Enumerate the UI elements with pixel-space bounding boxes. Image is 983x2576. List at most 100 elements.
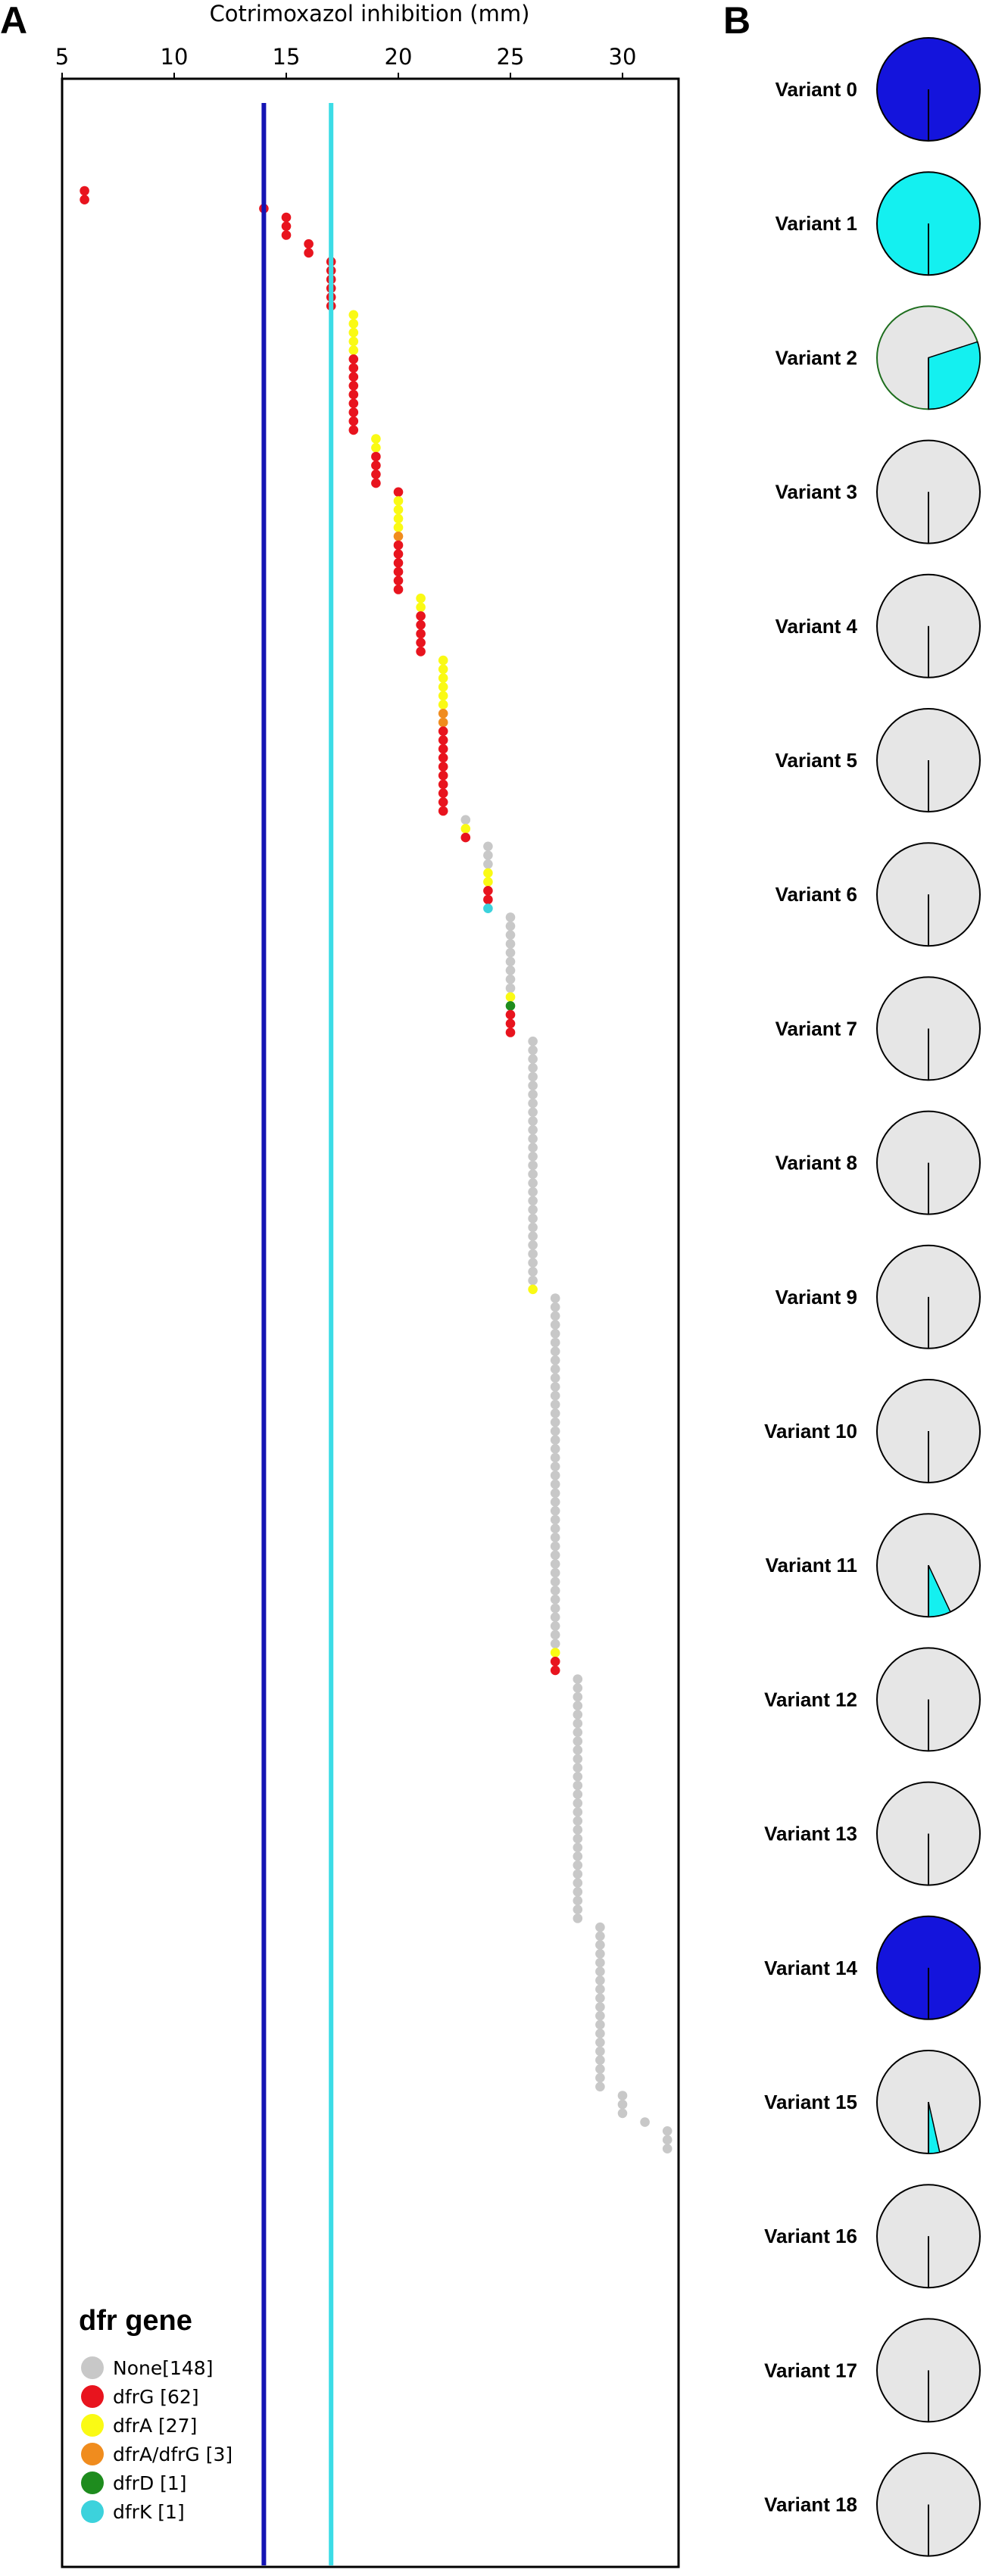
data-point-dfrg bbox=[438, 726, 448, 736]
data-point-dfrg bbox=[393, 540, 404, 550]
data-point-none bbox=[595, 1984, 605, 1994]
data-point-dfrg bbox=[348, 416, 359, 426]
data-point-dfra bbox=[416, 602, 426, 613]
data-point-none bbox=[528, 1134, 538, 1144]
data-point-none bbox=[573, 1674, 583, 1684]
data-point-none bbox=[550, 1329, 560, 1339]
data-point-dfrg bbox=[550, 1656, 560, 1667]
data-point-dfrg bbox=[438, 770, 448, 781]
variant-label: Variant 4 bbox=[775, 615, 858, 638]
data-point-dfrg bbox=[416, 611, 426, 621]
data-point-none bbox=[550, 1408, 560, 1418]
pie-slice bbox=[928, 341, 981, 410]
legend-swatch bbox=[81, 2472, 104, 2494]
data-point-dfra bbox=[438, 673, 448, 683]
data-point-dfra bbox=[348, 327, 359, 338]
legend-label: dfrA/dfrG [3] bbox=[113, 2443, 232, 2465]
data-point-dfra bbox=[550, 1648, 560, 1658]
data-point-none bbox=[550, 1426, 560, 1436]
data-point-none bbox=[662, 2126, 672, 2136]
data-point-none bbox=[460, 815, 471, 825]
data-point-none bbox=[528, 1231, 538, 1241]
data-point-none bbox=[595, 2064, 605, 2074]
variant-label: Variant 3 bbox=[775, 481, 857, 504]
data-point-none bbox=[573, 1878, 583, 1888]
data-point-none bbox=[550, 1612, 560, 1622]
data-point-none bbox=[528, 1213, 538, 1224]
data-point-dfrg bbox=[348, 354, 359, 364]
data-point-dfrg bbox=[438, 806, 448, 816]
data-point-none bbox=[573, 1913, 583, 1923]
legend-swatch bbox=[81, 2414, 104, 2437]
x-tick-label: 20 bbox=[385, 44, 413, 70]
data-point-none bbox=[528, 1045, 538, 1056]
data-point-none bbox=[550, 1346, 560, 1356]
variant-label: Variant 7 bbox=[775, 1017, 857, 1040]
data-point-none bbox=[573, 1904, 583, 1915]
data-point-dfrg bbox=[393, 566, 404, 577]
data-point-dfra bbox=[348, 336, 359, 347]
data-point-dfrg bbox=[80, 195, 89, 205]
data-point-none bbox=[505, 975, 516, 984]
data-point-dfra bbox=[528, 1284, 538, 1295]
x-tick-label: 5 bbox=[55, 44, 69, 70]
variant-label: Variant 14 bbox=[764, 1957, 857, 1979]
data-point-dfrg bbox=[505, 1028, 516, 1037]
data-point-none bbox=[528, 1036, 538, 1046]
data-point-dfra bbox=[438, 655, 448, 666]
data-point-dfra bbox=[438, 681, 448, 692]
data-point-none bbox=[662, 2144, 672, 2153]
data-point-dfrg bbox=[460, 832, 471, 843]
variant-label: Variant 12 bbox=[764, 1688, 857, 1711]
data-point-dfra bbox=[505, 992, 516, 1002]
variant-label: Variant 2 bbox=[775, 346, 857, 369]
data-point-none bbox=[528, 1275, 538, 1286]
data-point-none bbox=[573, 1825, 583, 1835]
data-point-none bbox=[573, 1701, 583, 1711]
data-point-none bbox=[573, 1754, 583, 1764]
data-point-none bbox=[573, 1798, 583, 1808]
data-point-none bbox=[550, 1311, 560, 1321]
data-point-none bbox=[505, 939, 516, 949]
data-point-dfra bbox=[483, 868, 493, 878]
data-point-none bbox=[595, 1949, 605, 1959]
data-point-dfrg bbox=[281, 221, 292, 232]
data-point-dfra-dfrg bbox=[438, 717, 448, 728]
data-point-none bbox=[573, 1780, 583, 1791]
data-point-dfrg bbox=[393, 549, 404, 559]
data-point-dfrg bbox=[348, 389, 359, 400]
data-point-dfrg bbox=[438, 788, 448, 798]
data-point-none bbox=[528, 1116, 538, 1126]
data-point-none bbox=[573, 1727, 583, 1738]
data-point-none bbox=[595, 2055, 605, 2065]
legend-swatch bbox=[81, 2356, 104, 2379]
data-point-dfrg bbox=[80, 186, 89, 196]
panel-letter-b: B bbox=[723, 0, 751, 42]
data-point-none bbox=[550, 1302, 560, 1312]
data-point-none bbox=[528, 1160, 538, 1171]
data-point-none bbox=[595, 2019, 605, 2030]
data-point-none bbox=[573, 1683, 583, 1693]
variant-pies: Variant 0 Variant 1 Variant 2 Variant 3 Vari… bbox=[764, 37, 981, 2557]
data-point-none bbox=[573, 1895, 583, 1906]
data-point-dfrg bbox=[348, 372, 359, 382]
data-point-dfra bbox=[438, 691, 448, 701]
legend-title: dfr gene bbox=[79, 2305, 192, 2337]
variant-label: Variant 11 bbox=[766, 1554, 857, 1576]
legend-label: dfrA [27] bbox=[113, 2415, 197, 2437]
variant-label: Variant 15 bbox=[764, 2091, 857, 2113]
data-point-none bbox=[505, 930, 516, 940]
data-point-none bbox=[550, 1595, 560, 1605]
data-point-dfrg bbox=[371, 460, 381, 470]
data-point-none bbox=[505, 956, 516, 967]
data-point-dfrg bbox=[438, 779, 448, 790]
data-point-dfrg bbox=[393, 558, 404, 568]
data-point-none bbox=[595, 1940, 605, 1950]
data-point-dfra bbox=[348, 310, 359, 320]
data-point-none bbox=[573, 1692, 583, 1702]
data-point-none bbox=[550, 1514, 560, 1525]
data-point-none bbox=[528, 1205, 538, 1215]
legend-swatch bbox=[81, 2500, 104, 2523]
data-point-dfrg bbox=[281, 212, 292, 223]
data-point-none bbox=[595, 1931, 605, 1941]
